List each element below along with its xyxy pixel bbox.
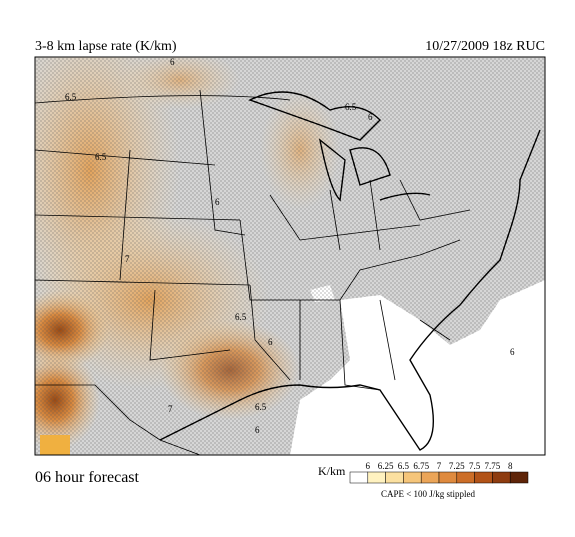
colorbar-label: 7.25 [449, 461, 465, 471]
contour-label: 6 [215, 197, 220, 207]
contour-label: 6.5 [255, 402, 267, 412]
colorbar-swatch [492, 471, 511, 484]
forecast-hour: 06 hour forecast [35, 469, 140, 486]
colorbar: 6 6.25 6.5 6.75 7 7.25 7.5 7.75 8 [349, 461, 529, 484]
contour-label: 6 [510, 347, 515, 357]
colorbar-swatch [367, 471, 386, 484]
contour-label: 7 [125, 254, 130, 264]
contour-label: 6 [255, 425, 260, 435]
contour-label: 6.5 [95, 152, 107, 162]
colorbar-label: 7 [437, 461, 442, 471]
unstippled-area [290, 280, 545, 455]
colorbar-swatch [349, 471, 369, 484]
contour-label: 6 [268, 337, 273, 347]
colorbar-swatch [420, 471, 440, 484]
colorbar-swatch [509, 471, 529, 484]
colorbar-swatch [438, 471, 458, 484]
colorbar-label: 6.75 [413, 461, 429, 471]
shading [40, 435, 70, 455]
map-frame [34, 56, 546, 456]
stipple [35, 57, 545, 455]
contour-label: 6 [170, 57, 175, 67]
colorbar-label: 6.5 [398, 461, 410, 471]
boundaries [35, 89, 471, 455]
colorbar-label: 6.25 [378, 461, 394, 471]
contour-label: 6 [368, 112, 373, 122]
colorbar-swatch [456, 471, 475, 484]
colorbar-label: 7.5 [469, 461, 481, 471]
colorbar-swatch [385, 471, 404, 484]
contour-label: 6.5 [235, 312, 247, 322]
title: 3-8 km lapse rate (K/km) [35, 39, 177, 54]
colorbar-label: 6 [366, 461, 371, 471]
contour-labels: 6.5 6.5 6 6 7 6.5 6 6.5 6 7 6.5 6 6 [65, 57, 515, 435]
colorbar-label: 8 [508, 461, 513, 471]
map: 6.5 6.5 6 6 7 6.5 6 6.5 6 7 6.5 6 6 [35, 57, 545, 455]
stipple-note: CAPE < 100 J/kg stippled [381, 489, 476, 499]
coastline [159, 91, 541, 451]
contour-label: 7 [168, 404, 173, 414]
contour-label: 6.5 [345, 102, 357, 112]
colorbar-swatch [474, 471, 493, 484]
contour-label: 6.5 [65, 92, 77, 102]
colorbar-swatch [403, 471, 422, 484]
colorbar-unit: K/km [318, 464, 346, 478]
colorbar-label: 7.75 [485, 461, 501, 471]
valid-time: 10/27/2009 18z RUC [425, 39, 545, 54]
